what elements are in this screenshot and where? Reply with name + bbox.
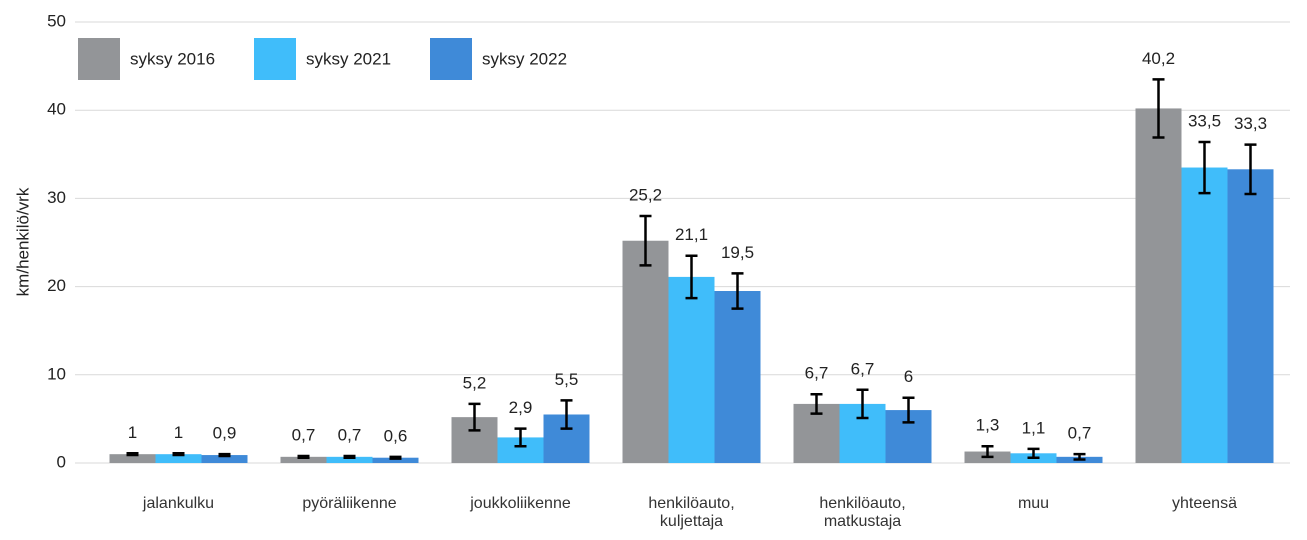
error-bar	[1244, 143, 1257, 196]
x-tick-label: pyöräliikenne	[302, 495, 397, 512]
bar	[155, 454, 202, 463]
legend-label: syksy 2021	[306, 49, 391, 68]
value-label: 19,5	[721, 243, 754, 262]
value-label: 6,7	[851, 359, 875, 378]
legend-label: syksy 2016	[130, 49, 215, 68]
error-bar	[1152, 78, 1165, 139]
value-label: 33,3	[1234, 114, 1267, 133]
y-tick-label: 10	[47, 364, 66, 383]
error-bar	[1027, 447, 1040, 459]
error-bar	[468, 402, 481, 432]
value-label: 5,2	[463, 373, 487, 392]
error-bar	[981, 444, 994, 459]
value-label: 1,1	[1022, 418, 1046, 437]
error-bar	[731, 272, 744, 310]
bar	[1227, 169, 1274, 463]
legend-swatch	[430, 38, 472, 80]
value-label: 0,9	[213, 424, 237, 443]
error-bar	[297, 454, 310, 459]
legend-swatch	[254, 38, 296, 80]
value-label: 21,1	[675, 225, 708, 244]
x-tick-label: joukkoliikenne	[470, 495, 571, 512]
error-bar	[685, 254, 698, 300]
value-label: 6,7	[805, 364, 829, 383]
value-label: 40,2	[1142, 49, 1175, 68]
value-label: 0,7	[1068, 424, 1092, 443]
value-label: 1	[174, 423, 183, 442]
error-bar	[902, 396, 915, 424]
x-tick-label: muu	[1017, 495, 1050, 512]
value-label: 33,5	[1188, 111, 1221, 130]
error-bar	[389, 455, 402, 460]
value-label: 0,7	[292, 425, 316, 444]
value-label: 1,3	[976, 416, 1000, 435]
error-bar	[639, 214, 652, 267]
x-tick-label: henkilöauto, kuljettaja	[648, 495, 735, 530]
value-label: 5,5	[555, 370, 579, 389]
value-label: 6	[904, 367, 913, 386]
x-tick-label: jalankulku	[142, 495, 215, 512]
bar	[668, 276, 715, 463]
error-bar	[1198, 140, 1211, 195]
y-tick-label: 30	[47, 188, 66, 207]
bar	[372, 457, 419, 463]
error-bar	[343, 454, 356, 459]
bar	[1135, 108, 1182, 463]
value-label: 1	[128, 423, 137, 442]
y-tick-label: 50	[47, 11, 66, 30]
y-axis-label: km/henkilö/vrk	[13, 187, 32, 296]
bar	[622, 240, 669, 463]
bar	[326, 456, 373, 463]
y-tick-label: 20	[47, 276, 66, 295]
value-label: 25,2	[629, 186, 662, 205]
bar	[109, 454, 156, 463]
x-tick-label: yhteensä	[1172, 495, 1237, 512]
error-bar	[514, 427, 527, 448]
error-bar	[172, 452, 185, 457]
legend-swatch	[78, 38, 120, 80]
bar	[280, 456, 327, 463]
bar	[201, 455, 248, 463]
value-label: 0,6	[384, 426, 408, 445]
error-bar	[810, 392, 823, 415]
x-tick-label: henkilöauto, matkustaja	[819, 495, 906, 530]
value-label: 2,9	[509, 398, 533, 417]
error-bar	[560, 399, 573, 430]
bar	[1181, 167, 1228, 463]
bar	[714, 291, 761, 463]
value-label: 0,7	[338, 425, 362, 444]
error-bar	[218, 452, 231, 458]
error-bar	[126, 452, 139, 457]
y-tick-label: 40	[47, 100, 66, 119]
error-bar	[856, 388, 869, 420]
error-bar	[1073, 452, 1086, 461]
y-tick-label: 0	[57, 452, 66, 471]
legend-label: syksy 2022	[482, 49, 567, 68]
